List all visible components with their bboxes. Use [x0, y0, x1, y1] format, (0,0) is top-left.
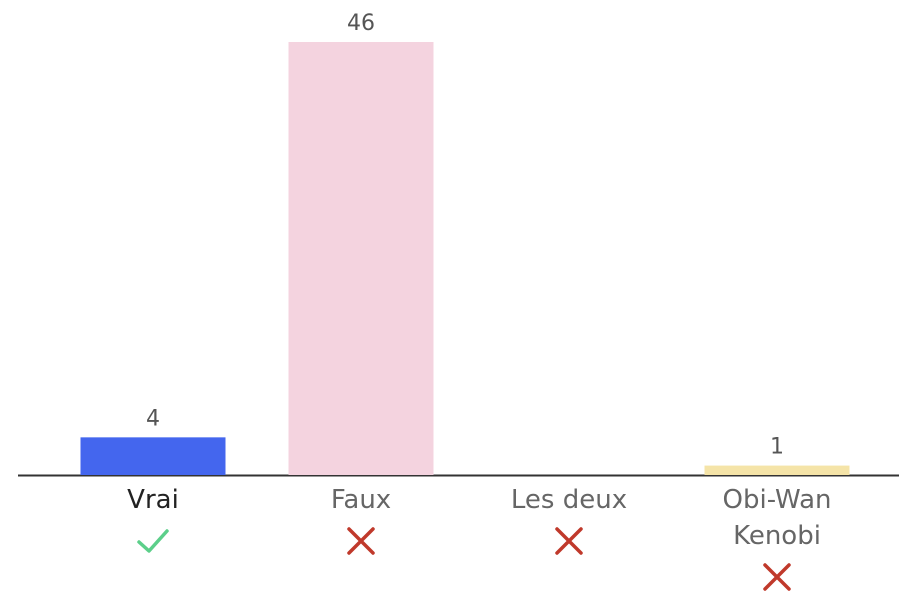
cross	[763, 563, 791, 591]
cross-icon	[347, 527, 375, 555]
category-text: Faux	[330, 485, 392, 515]
category-text: Obi-Wan Kenobi	[722, 485, 832, 551]
category-text: Vrai	[127, 485, 179, 515]
cross-icon	[555, 527, 583, 555]
cross-icon	[763, 563, 791, 591]
bar	[704, 465, 850, 475]
bar	[288, 42, 434, 475]
check-icon	[137, 529, 169, 553]
category-label: Obi-Wan Kenobi	[692, 482, 862, 592]
value-label: 1	[770, 435, 784, 460]
cross	[347, 527, 375, 555]
value-label: 46	[347, 11, 375, 36]
category-label: Vrai	[68, 482, 238, 556]
bar	[80, 437, 226, 475]
cross	[555, 527, 583, 555]
category-label: Faux	[276, 482, 446, 556]
category-text: Les deux	[510, 485, 628, 515]
category-label: Les deux	[484, 482, 654, 556]
value-label: 4	[146, 406, 160, 431]
check	[137, 529, 169, 553]
